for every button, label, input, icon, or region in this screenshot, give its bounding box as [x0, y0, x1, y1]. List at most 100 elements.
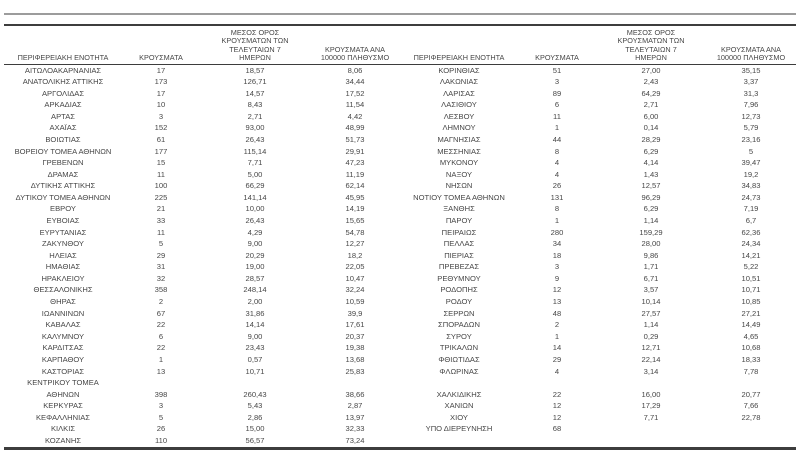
avg-7day-cell: 5,00 [247, 169, 263, 179]
cases-cell: 48 [552, 308, 562, 318]
table-row: ΚΑΣΤΟΡΙΑΣ 13 10,71 25,83 [4, 366, 400, 378]
table-row: ΧΑΛΚΙΔΙΚΗΣ 22 16,00 20,77 [400, 389, 796, 401]
table-row: ΑΡΤΑΣ 3 2,71 4,42 [4, 111, 400, 123]
per-100k-cell: 5,79 [743, 123, 759, 133]
cases-cell: 1 [554, 123, 560, 133]
avg-7day-cell: 14,57 [245, 88, 265, 98]
per-100k-cell: 22,78 [741, 412, 761, 422]
table-row: ΦΛΩΡΙΝΑΣ 4 3,14 7,78 [400, 366, 796, 378]
region-cell: ΕΒΡΟΥ [50, 204, 76, 214]
region-cell: ΕΥΡΥΤΑΝΙΑΣ [39, 227, 87, 237]
per-100k-cell: 14,21 [741, 250, 761, 260]
cases-cell: 110 [154, 436, 168, 445]
cases-cell: 2 [554, 320, 560, 330]
avg-7day-cell: 20,29 [245, 250, 265, 260]
avg-7day-cell: 1,43 [643, 169, 659, 179]
cases-cell: 17 [156, 88, 166, 98]
region-cell: ΡΟΔΟΠΗΣ [440, 285, 478, 295]
region-cell: ΠΑΡΟΥ [445, 216, 473, 226]
cases-cell: 5 [158, 239, 164, 249]
region-cell: ΜΥΚΟΝΟΥ [439, 158, 479, 168]
avg-7day-cell [200, 377, 310, 389]
cases-cell: 3 [554, 262, 560, 272]
per-100k-cell: 19,38 [345, 343, 365, 353]
cases-cell: 152 [154, 123, 168, 133]
table-row: ΜΕΣΣΗΝΙΑΣ 8 6,29 5 [400, 146, 796, 158]
cases-cell: 61 [156, 134, 166, 144]
table-row: ΑΡΓΟΛΙΔΑΣ 17 14,57 17,52 [4, 88, 400, 100]
col-header-avg-7day: ΜΕΣΟΣ ΟΡΟΣ ΚΡΟΥΣΜΑΤΩΝ ΤΩΝ ΤΕΛΕΥΤΑΙΩΝ 7 Η… [221, 27, 289, 62]
region-cell: ΧΑΝΙΩΝ [444, 401, 474, 411]
per-100k-cell [706, 423, 796, 435]
table-row: ΔΡΑΜΑΣ 11 5,00 11,19 [4, 169, 400, 181]
per-100k-cell: 14,19 [345, 204, 365, 214]
region-cell: ΑΡΤΑΣ [51, 111, 75, 121]
region-cell: ΑΧΑΪΑΣ [49, 123, 77, 133]
cases-cell: 12 [552, 412, 562, 422]
cases-cell: 4 [554, 366, 560, 376]
regional-cases-table: ΠΕΡΙΦΕΡΕΙΑΚΗ ΕΝΟΤΗΤΑ ΚΡΟΥΣΜΑΤΑ ΜΕΣΟΣ ΟΡΟ… [4, 28, 796, 447]
region-cell: ΥΠΟ ΔΙΕΡΕΥΝΗΣΗ [425, 424, 493, 434]
region-cell: ΕΥΒΟΙΑΣ [46, 216, 80, 226]
table-row: ΚΑΛΥΜΝΟΥ 6 9,00 20,37 [4, 331, 400, 343]
per-100k-cell: 32,33 [345, 424, 365, 434]
table-row: ΠΕΛΛΑΣ 34 28,00 24,34 [400, 238, 796, 250]
region-cell: ΙΩΑΝΝΙΝΩΝ [41, 308, 85, 318]
per-100k-cell: 35,15 [741, 65, 761, 75]
table-row: ΚΙΛΚΙΣ 26 15,00 32,33 [4, 423, 400, 435]
region-cell: ΣΥΡΟΥ [446, 331, 472, 341]
avg-7day-cell: 28,57 [245, 273, 265, 283]
per-100k-cell: 18,2 [347, 250, 363, 260]
table-row: ΞΑΝΘΗΣ 8 6,29 7,19 [400, 203, 796, 215]
cases-cell: 14 [552, 343, 562, 353]
avg-7day-cell [596, 377, 706, 389]
avg-7day-cell: 2,86 [247, 412, 263, 422]
region-cell: ΛΕΣΒΟΥ [443, 111, 475, 121]
table-row: ΡΕΘΥΜΝΟΥ 9 6,71 10,51 [400, 273, 796, 285]
avg-7day-cell [596, 435, 706, 447]
region-cell: ΗΛΕΙΑΣ [49, 250, 77, 260]
table-row: ΑΡΚΑΔΙΑΣ 10 8,43 11,54 [4, 99, 400, 111]
table-header-right: ΠΕΡΙΦΕΡΕΙΑΚΗ ΕΝΟΤΗΤΑ ΚΡΟΥΣΜΑΤΑ ΜΕΣΟΣ ΟΡΟ… [400, 28, 796, 65]
region-cell: ΠΕΙΡΑΙΩΣ [441, 227, 477, 237]
per-100k-cell: 20,37 [345, 331, 365, 341]
avg-7day-cell: 3,14 [643, 366, 659, 376]
avg-7day-cell: 2,00 [247, 297, 263, 307]
table-row: ΛΗΜΝΟΥ 1 0,14 5,79 [400, 122, 796, 134]
table-row: ΔΥΤΙΚΗΣ ΑΤΤΙΚΗΣ 100 66,29 62,14 [4, 180, 400, 192]
col-header-avg-7day: ΜΕΣΟΣ ΟΡΟΣ ΚΡΟΥΣΜΑΤΩΝ ΤΩΝ ΤΕΛΕΥΤΑΙΩΝ 7 Η… [617, 27, 685, 62]
table-row: ΚΕΝΤΡΙΚΟΥ ΤΟΜΕΑ [4, 377, 400, 389]
per-100k-cell: 20,77 [741, 389, 761, 399]
region-cell: ΜΕΣΣΗΝΙΑΣ [437, 146, 481, 156]
avg-7day-cell: 66,29 [245, 181, 265, 191]
table-header-left: ΠΕΡΙΦΕΡΕΙΑΚΗ ΕΝΟΤΗΤΑ ΚΡΟΥΣΜΑΤΑ ΜΕΣΟΣ ΟΡΟ… [4, 28, 400, 65]
avg-7day-cell: 5,43 [247, 401, 263, 411]
region-cell: ΑΝΑΤΟΛΙΚΗΣ ΑΤΤΙΚΗΣ [22, 77, 104, 87]
region-cell: ΒΟΙΩΤΙΑΣ [45, 134, 81, 144]
bottom-rule [4, 447, 796, 450]
table-row: ΠΑΡΟΥ 1 1,14 6,7 [400, 215, 796, 227]
per-100k-cell: 10,51 [741, 273, 761, 283]
region-cell: ΛΑΣΙΘΙΟΥ [441, 100, 477, 110]
cases-cell: 9 [554, 273, 560, 283]
avg-7day-cell: 4,29 [247, 227, 263, 237]
cases-cell: 177 [154, 146, 168, 156]
table-row: ΝΟΤΙΟΥ ΤΟΜΕΑ ΑΘΗΝΩΝ 131 96,29 24,73 [400, 192, 796, 204]
region-cell: ΓΡΕΒΕΝΩΝ [42, 158, 84, 168]
cases-cell: 89 [552, 88, 562, 98]
avg-7day-cell: 64,29 [641, 88, 661, 98]
cases-cell: 15 [156, 158, 166, 168]
table-row: ΚΑΡΠΑΘΟΥ 1 0,57 13,68 [4, 354, 400, 366]
region-cell: ΒΟΡΕΙΟΥ ΤΟΜΕΑ ΑΘΗΝΩΝ [14, 146, 112, 156]
cases-cell: 12 [552, 285, 562, 295]
region-cell: ΠΙΕΡΙΑΣ [444, 250, 474, 260]
avg-7day-cell: 4,14 [643, 158, 659, 168]
table-right-half: ΠΕΡΙΦΕΡΕΙΑΚΗ ΕΝΟΤΗΤΑ ΚΡΟΥΣΜΑΤΑ ΜΕΣΟΣ ΟΡΟ… [400, 28, 796, 447]
avg-7day-cell: 1,71 [643, 262, 659, 272]
cases-cell: 5 [158, 412, 164, 422]
region-cell: ΛΑΡΙΣΑΣ [443, 88, 475, 98]
per-100k-cell: 51,73 [345, 134, 365, 144]
per-100k-cell: 13,68 [345, 354, 365, 364]
table-row: ΕΥΒΟΙΑΣ 33 26,43 15,65 [4, 215, 400, 227]
region-cell: ΚΑΛΥΜΝΟΥ [41, 331, 85, 341]
